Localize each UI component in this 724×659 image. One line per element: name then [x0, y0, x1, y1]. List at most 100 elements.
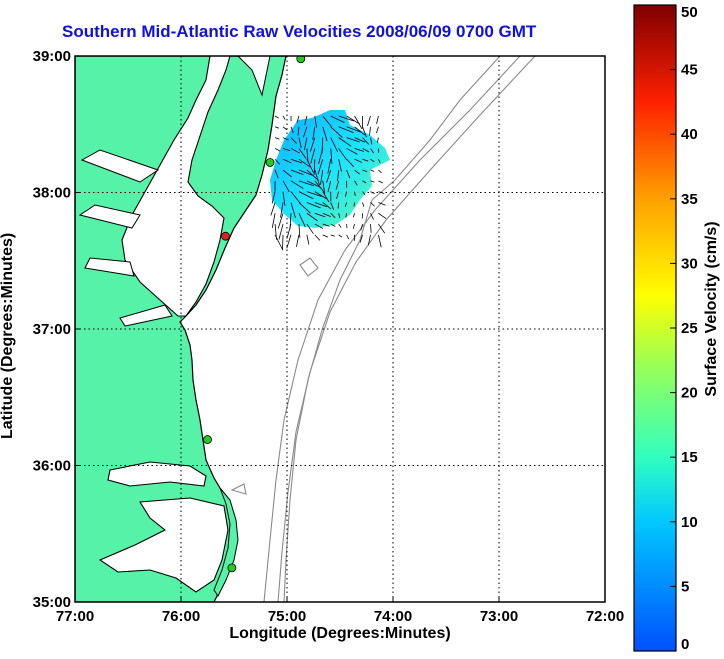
velocity-arrow	[327, 180, 332, 193]
velocity-arrow	[282, 158, 292, 164]
velocity-arrow	[298, 158, 311, 168]
velocity-arrow	[346, 137, 360, 143]
velocity-arrow	[304, 115, 308, 126]
velocity-arrow	[274, 137, 280, 140]
velocity-arrow	[346, 169, 351, 179]
velocity-arrow	[354, 115, 363, 129]
velocity-arrow	[314, 223, 324, 229]
velocity-arrow	[370, 137, 373, 145]
colorbar-tick-label: 35	[681, 191, 698, 208]
velocity-arrow	[298, 202, 311, 214]
colorbar-tick-label: 50	[681, 4, 698, 21]
colorbar-tick-label: 15	[681, 449, 698, 466]
velocity-field	[270, 110, 390, 228]
velocity-arrow	[346, 126, 361, 133]
velocity-vectors	[270, 115, 387, 251]
velocity-arrow	[298, 191, 314, 200]
velocity-arrow	[274, 148, 281, 152]
velocity-arrow	[362, 202, 365, 207]
velocity-arrow	[314, 191, 328, 200]
delaware-bay	[237, 56, 271, 97]
velocity-arrow	[298, 169, 313, 176]
velocity-arrow	[320, 169, 324, 185]
velocity-arrow	[362, 169, 368, 173]
velocity-arrow	[362, 158, 369, 162]
velocity-arrow	[330, 212, 336, 219]
velocity-arrow	[378, 223, 386, 234]
velocity-arrow	[370, 180, 375, 183]
colorbar-tick-label: 20	[681, 385, 698, 402]
bathymetry-contours	[230, 56, 536, 602]
velocity-arrow	[282, 169, 292, 178]
colorbar-tick-label: 40	[681, 126, 698, 143]
velocity-arrow	[298, 224, 301, 238]
velocity-arrow	[278, 223, 284, 240]
velocity-arrow	[326, 169, 332, 183]
velocity-arrow	[290, 158, 303, 164]
tributary	[119, 304, 173, 327]
velocity-arrow	[376, 115, 379, 124]
velocity-arrow	[370, 191, 375, 195]
velocity-arrow	[370, 224, 372, 233]
velocity-arrow	[321, 137, 324, 154]
tributary	[84, 257, 135, 277]
velocity-arrow	[338, 148, 348, 161]
y-tick-label: 38:00	[33, 185, 71, 202]
velocity-arrow	[306, 180, 322, 189]
velocity-arrow	[290, 169, 304, 175]
outer-banks	[213, 487, 239, 597]
velocity-arrow	[282, 234, 284, 251]
pamlico-sound	[98, 497, 229, 593]
velocity-arrow	[322, 212, 331, 218]
velocity-arrow	[354, 191, 356, 197]
velocity-arrow	[298, 180, 314, 187]
velocity-arrow	[310, 148, 316, 164]
velocity-arrow	[298, 148, 307, 159]
velocity-arrow	[330, 115, 345, 123]
velocity-arrow	[362, 191, 366, 196]
velocity-arrow	[298, 213, 306, 227]
velocity-arrow	[289, 213, 292, 230]
velocity-arrow	[354, 126, 366, 136]
velocity-arrow	[306, 169, 319, 181]
velocity-arrow	[314, 202, 327, 208]
velocity-arrow	[296, 234, 300, 247]
velocity-arrow	[330, 202, 335, 211]
velocity-arrow	[330, 234, 335, 237]
velocity-arrow	[314, 234, 321, 241]
velocity-arrow	[330, 126, 343, 138]
velocity-arrow	[322, 223, 330, 227]
velocity-arrow	[354, 180, 358, 186]
velocity-arrow	[378, 169, 382, 174]
velocity-arrow	[352, 213, 355, 218]
velocity-arrow	[297, 126, 300, 136]
hf-radar-stations	[203, 56, 306, 573]
velocity-arrow	[322, 126, 328, 142]
velocity-arrow	[303, 126, 308, 138]
station-marker	[221, 231, 230, 241]
velocity-arrow	[322, 115, 332, 127]
velocity-arrow	[354, 169, 360, 175]
velocity-arrow	[338, 159, 342, 172]
velocity-arrow	[338, 234, 343, 238]
velocity-arrow	[306, 148, 309, 163]
velocity-arrow	[367, 234, 371, 246]
velocity-arrow	[314, 180, 325, 193]
velocity-arrow	[354, 158, 363, 163]
velocity-arrow	[282, 126, 288, 131]
velocity-arrow	[344, 191, 348, 198]
velocity-arrow	[338, 126, 354, 133]
velocity-arrow	[303, 137, 308, 151]
colorbar-tick-label: 30	[681, 255, 698, 272]
velocity-arrow	[346, 158, 355, 168]
velocity-arrow	[298, 137, 302, 148]
velocity-arrow	[296, 115, 300, 123]
velocity-arrow	[282, 180, 290, 193]
velocity-arrow	[360, 223, 363, 231]
velocity-arrow	[352, 223, 355, 229]
velocity-arrow	[314, 115, 317, 128]
velocity-arrow	[274, 115, 279, 119]
tributary	[80, 149, 160, 183]
velocity-arrow	[336, 191, 340, 199]
